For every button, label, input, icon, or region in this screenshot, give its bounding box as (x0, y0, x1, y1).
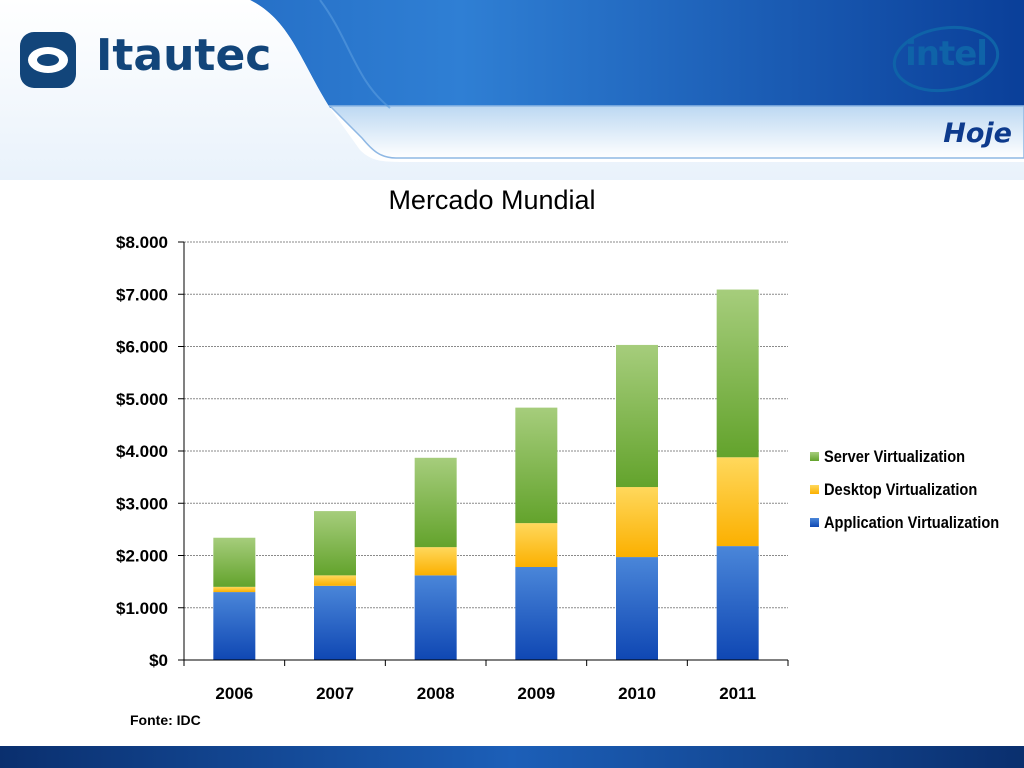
y-tick-label: $2.000 (116, 547, 168, 566)
bar-segment-desktop-virtualization (515, 523, 558, 567)
x-tick-label: 2010 (618, 684, 656, 703)
legend-item: Desktop Virtualization (810, 473, 1024, 506)
bar-segment-application-virtualization (414, 575, 457, 660)
header-banner (0, 0, 1024, 180)
x-tick-label: 2007 (316, 684, 354, 703)
legend-swatch (810, 485, 819, 494)
itautec-wordmark: Itautec (96, 30, 272, 81)
x-tick-label: 2011 (719, 684, 756, 703)
bar-segment-server-virtualization (716, 289, 759, 458)
y-tick-label: $1.000 (116, 599, 168, 618)
bar-segment-server-virtualization (314, 511, 356, 576)
source-note: Fonte: IDC (130, 712, 201, 728)
bar-segment-desktop-virtualization (716, 457, 759, 547)
bar-segment-application-virtualization (616, 557, 658, 660)
bar-segment-application-virtualization (314, 585, 356, 660)
bar-segment-desktop-virtualization (414, 547, 457, 576)
chart-title: Mercado Mundial (388, 185, 596, 215)
bar-segment-application-virtualization (515, 566, 558, 660)
y-tick-label: $7.000 (116, 285, 168, 304)
itautec-logo: Itautec (18, 30, 278, 90)
itautec-logo-icon (20, 32, 76, 88)
intel-logo: intel (890, 22, 1002, 96)
intel-wordmark: intel (905, 34, 988, 74)
bar-segment-server-virtualization (213, 537, 256, 587)
x-tick-label: 2008 (417, 684, 455, 703)
legend-item: Application Virtualization (810, 506, 1024, 539)
y-tick-label: $3.000 (116, 494, 168, 513)
bar-segment-desktop-virtualization (213, 586, 256, 593)
bar-segment-server-virtualization (414, 457, 457, 548)
bar-segment-application-virtualization (716, 546, 759, 660)
y-tick-label: $4.000 (116, 442, 168, 461)
y-tick-label: $5.000 (116, 390, 168, 409)
y-tick-label: $6.000 (116, 338, 168, 357)
legend-label: Desktop Virtualization (824, 479, 978, 499)
legend-label: Application Virtualization (824, 512, 1000, 532)
bars (213, 289, 759, 660)
legend-label: Server Virtualization (824, 446, 966, 466)
bar-segment-desktop-virtualization (616, 487, 658, 558)
x-tick-label: 2009 (517, 684, 555, 703)
y-tick-label: $8.000 (116, 233, 168, 252)
bar-segment-server-virtualization (616, 344, 658, 488)
y-tick-label: $0 (149, 651, 168, 670)
intel-swoosh-icon (892, 25, 1000, 93)
gridlines (184, 241, 788, 609)
bar-segment-desktop-virtualization (314, 575, 356, 586)
legend: Server Virtualization Desktop Virtualizat… (810, 440, 1024, 539)
bar-segment-server-virtualization (515, 407, 558, 524)
footer-bar (0, 746, 1024, 768)
axes: $0 $1.000 $2.000 $3.000 $4.000 $5.000 $6.000 $7… (116, 233, 789, 703)
section-title: Hoje (943, 118, 1012, 149)
x-tick-label: 2006 (215, 684, 253, 703)
legend-swatch (810, 452, 819, 461)
legend-swatch (810, 518, 819, 527)
legend-item: Server Virtualization (810, 440, 1024, 473)
bar-segment-application-virtualization (213, 592, 256, 660)
